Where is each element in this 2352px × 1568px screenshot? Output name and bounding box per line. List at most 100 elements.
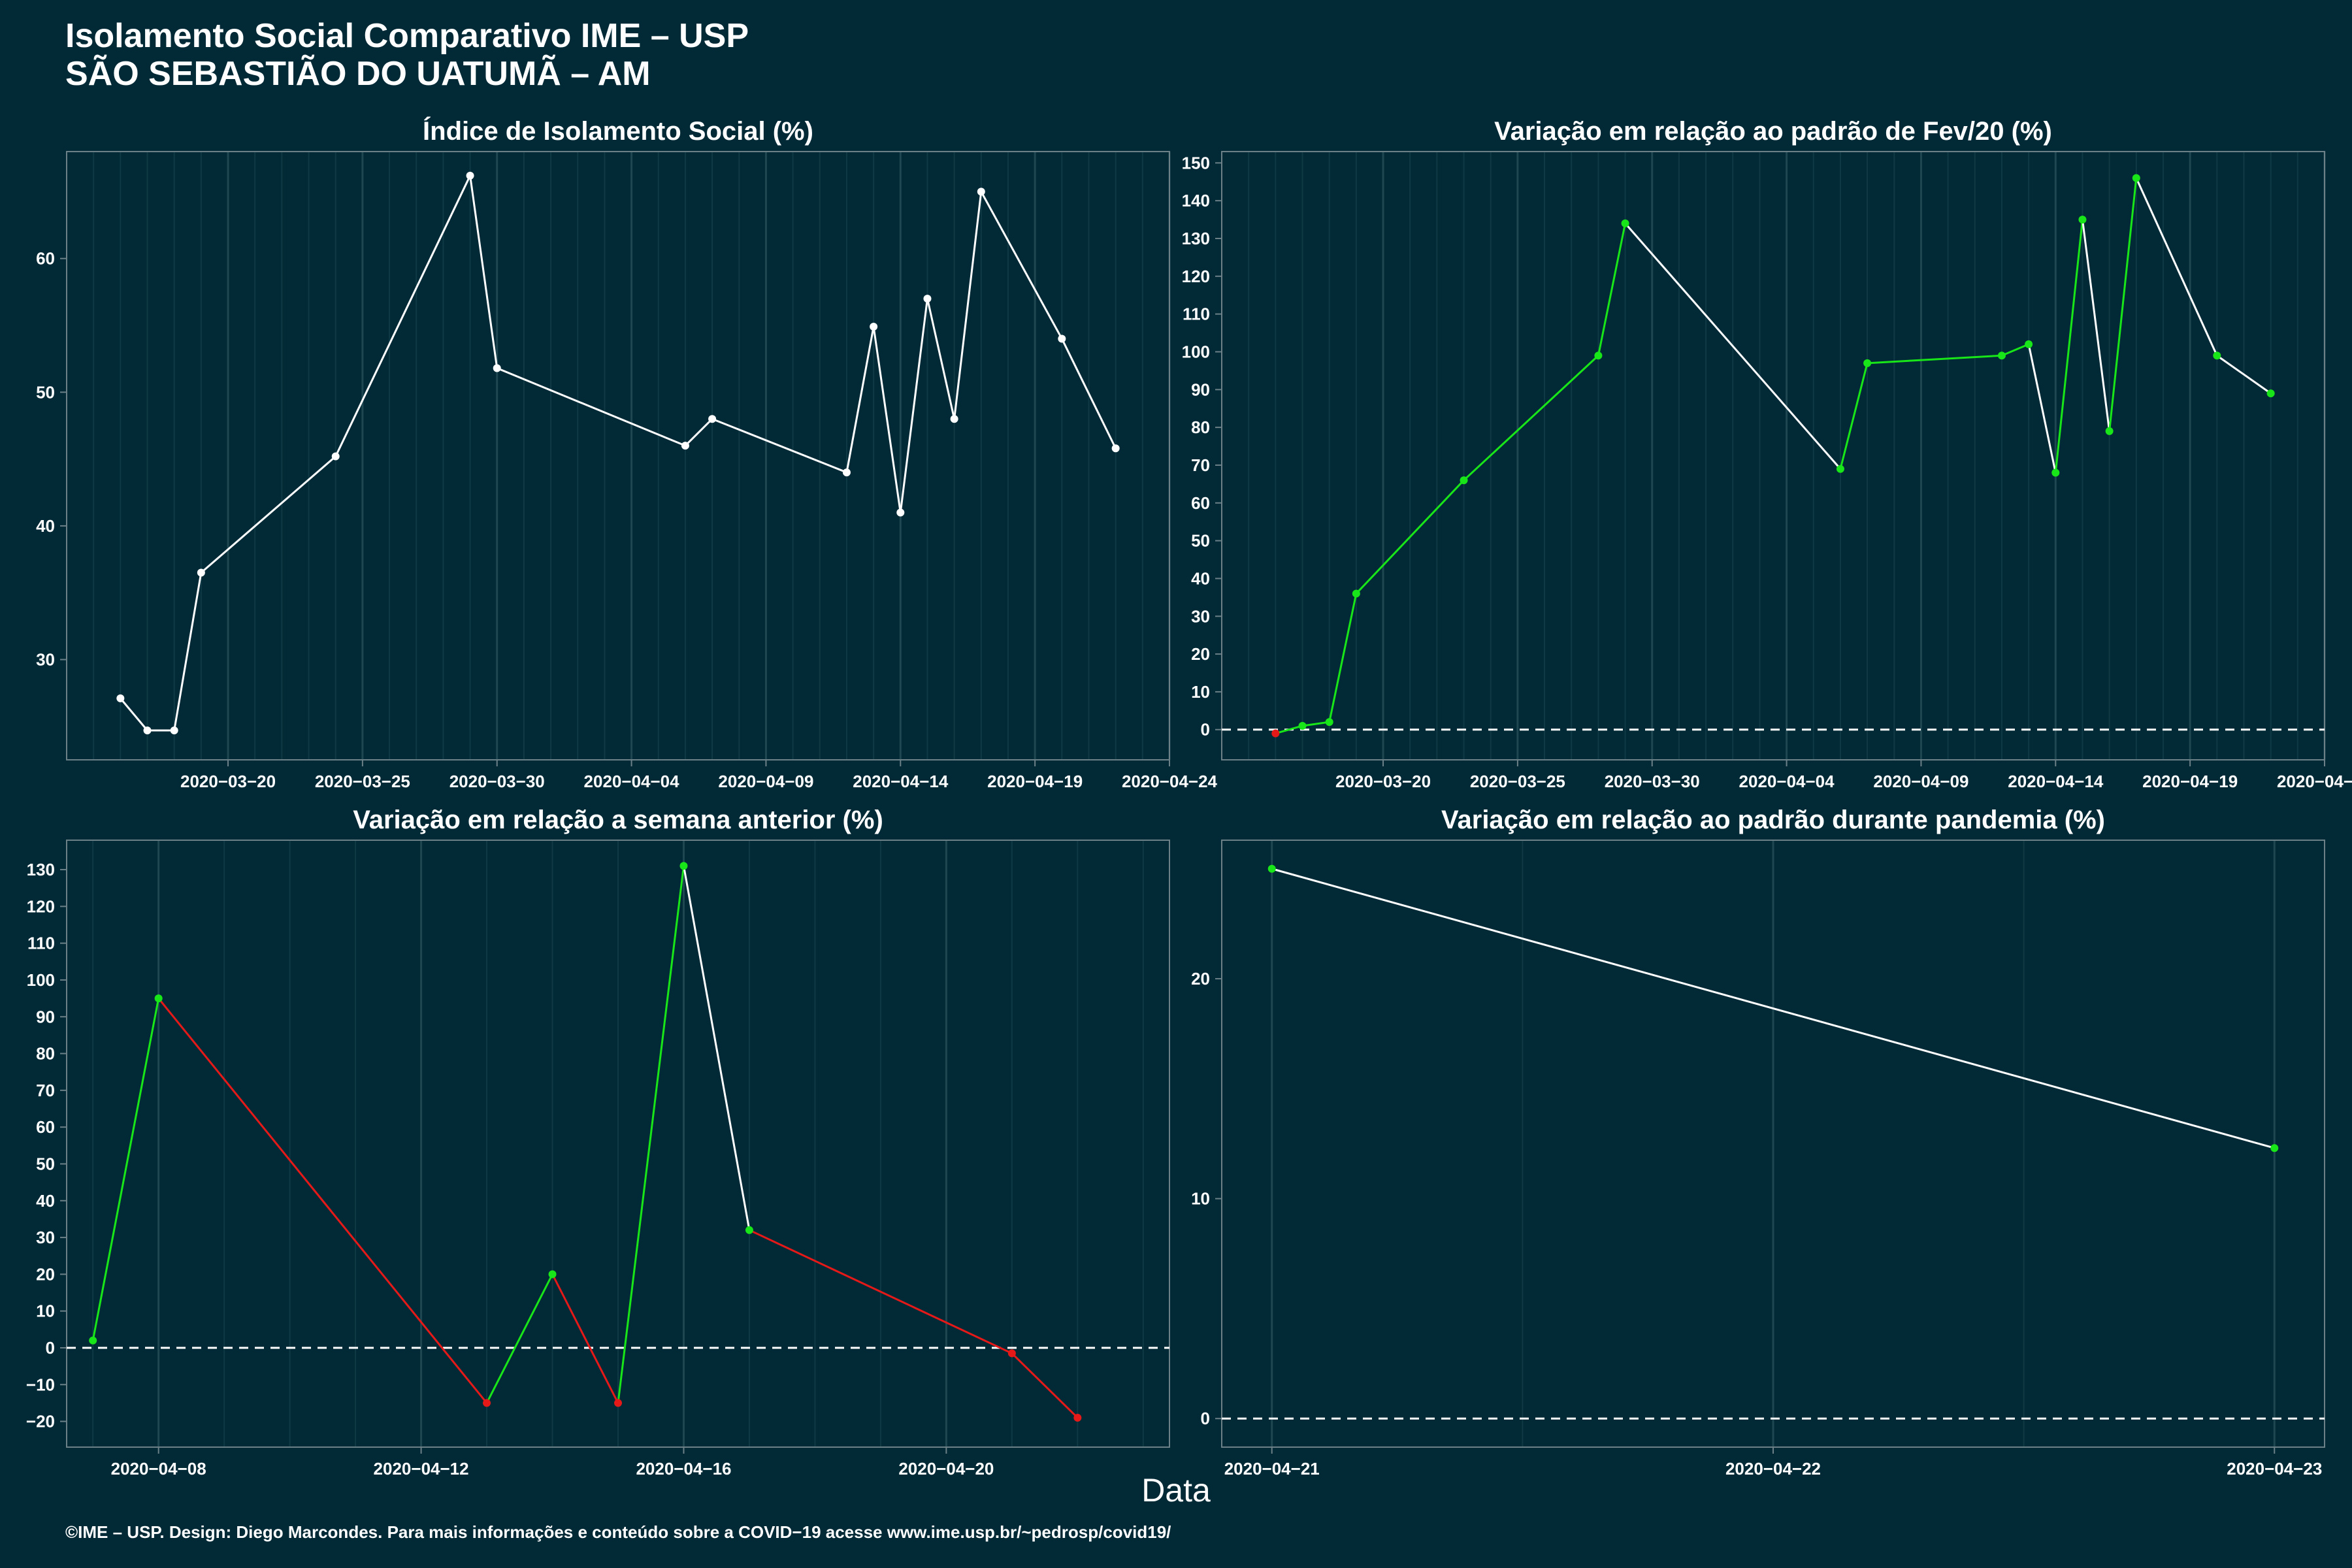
series-segment bbox=[684, 418, 713, 447]
series-segment bbox=[1355, 480, 1465, 595]
x-tick-label: 2020−03−30 bbox=[1605, 772, 1700, 791]
series-segment bbox=[872, 326, 902, 513]
y-tick-label: 60 bbox=[36, 249, 55, 269]
data-point bbox=[1111, 444, 1120, 453]
y-tick-label: 120 bbox=[27, 896, 55, 916]
y-tick-label: −20 bbox=[26, 1412, 55, 1431]
data-point bbox=[2078, 216, 2087, 224]
data-point bbox=[116, 694, 125, 702]
x-tick-label: 2020−04−16 bbox=[636, 1459, 731, 1478]
data-point bbox=[331, 452, 340, 461]
data-point bbox=[950, 415, 958, 423]
x-tick-label: 2020−04−24 bbox=[1122, 772, 1218, 791]
series-segment bbox=[2027, 344, 2057, 473]
data-point bbox=[197, 568, 205, 577]
series-segment bbox=[2216, 355, 2272, 395]
panel-title: Índice de Isolamento Social (%) bbox=[423, 116, 813, 146]
data-point bbox=[1271, 729, 1280, 738]
y-tick-label: 10 bbox=[36, 1301, 55, 1321]
y-tick-label: 10 bbox=[1191, 1189, 1210, 1209]
data-point bbox=[896, 508, 905, 517]
x-tick-label: 2020−03−25 bbox=[1470, 772, 1565, 791]
x-tick-label: 2020−04−12 bbox=[374, 1459, 469, 1478]
x-tick-label: 2020−04−22 bbox=[1725, 1459, 1821, 1478]
data-point bbox=[842, 468, 851, 477]
x-tick-label: 2020−04−14 bbox=[2008, 772, 2104, 791]
data-point bbox=[977, 188, 985, 196]
y-tick-label: 30 bbox=[1191, 606, 1210, 626]
y-tick-label: 0 bbox=[1201, 1409, 1210, 1428]
y-tick-label: 20 bbox=[1191, 644, 1210, 664]
data-point bbox=[1621, 219, 1629, 227]
y-tick-label: 60 bbox=[36, 1117, 55, 1137]
series-segment bbox=[91, 998, 160, 1341]
x-axis-label: Data bbox=[1141, 1472, 1211, 1509]
panel-frame bbox=[1221, 151, 2325, 760]
series-segment bbox=[1302, 721, 1330, 727]
y-tick-label: 50 bbox=[1191, 531, 1210, 551]
data-point bbox=[1460, 476, 1468, 485]
data-point bbox=[870, 323, 878, 331]
panel-title: Variação em relação ao padrão durante pa… bbox=[1441, 806, 2105, 834]
y-tick-label: 50 bbox=[36, 1154, 55, 1173]
data-point bbox=[1836, 465, 1844, 473]
y-tick-label: 80 bbox=[36, 1044, 55, 1064]
series-segment bbox=[157, 998, 488, 1404]
y-tick-label: 110 bbox=[1183, 304, 1210, 324]
y-tick-label: 40 bbox=[1191, 568, 1210, 588]
series-segment bbox=[1011, 1352, 1079, 1419]
x-tick-label: 2020−04−04 bbox=[584, 772, 680, 791]
x-tick-label: 2020−03−25 bbox=[315, 772, 410, 791]
series-segment bbox=[2054, 219, 2083, 473]
series-segment bbox=[980, 191, 1063, 340]
y-tick-label: 100 bbox=[27, 970, 55, 990]
panel-frame bbox=[66, 840, 1170, 1448]
x-tick-label: 2020−04−23 bbox=[2227, 1459, 2322, 1478]
footer-credits: ©IME – USP. Design: Diego Marcondes. Par… bbox=[65, 1522, 1171, 1542]
panel-frame bbox=[66, 151, 1170, 760]
series-segment bbox=[1624, 222, 1842, 470]
series-segment bbox=[2001, 343, 2029, 357]
data-point bbox=[466, 171, 474, 180]
x-tick-label: 2020−04−21 bbox=[1224, 1459, 1320, 1478]
data-point bbox=[679, 862, 688, 870]
data-point bbox=[1325, 718, 1333, 727]
series-segment bbox=[1867, 354, 2002, 365]
series-segment bbox=[617, 866, 685, 1403]
y-tick-label: −10 bbox=[26, 1375, 55, 1394]
y-tick-label: 130 bbox=[1182, 229, 1210, 248]
data-point bbox=[2051, 468, 2060, 477]
y-tick-label: 130 bbox=[27, 860, 55, 879]
series-segment bbox=[469, 175, 498, 368]
data-point bbox=[2270, 1144, 2279, 1152]
data-point bbox=[745, 1226, 753, 1234]
data-point bbox=[548, 1270, 557, 1279]
data-point bbox=[2266, 389, 2275, 398]
series-segment bbox=[1839, 363, 1869, 470]
x-tick-label: 2020−03−20 bbox=[180, 772, 276, 791]
data-point bbox=[1007, 1349, 1016, 1358]
x-tick-label: 2020−04−20 bbox=[898, 1459, 994, 1478]
x-tick-label: 2020−04−04 bbox=[1739, 772, 1835, 791]
x-tick-label: 2020−04−08 bbox=[111, 1459, 206, 1478]
series-segment bbox=[1597, 223, 1627, 356]
x-tick-label: 2020−04−24 bbox=[2277, 772, 2352, 791]
y-tick-label: 10 bbox=[1191, 682, 1210, 702]
y-tick-label: 70 bbox=[1191, 455, 1210, 475]
data-point bbox=[708, 415, 717, 423]
series-segment bbox=[2135, 177, 2218, 356]
y-tick-label: 20 bbox=[36, 1264, 55, 1284]
data-point bbox=[1997, 351, 2006, 360]
y-tick-label: 100 bbox=[1182, 342, 1210, 361]
title-line-2: SÃO SEBASTIÃO DO UATUMÃ – AM bbox=[65, 55, 651, 93]
series-segment bbox=[953, 191, 983, 419]
y-tick-label: 120 bbox=[1182, 267, 1210, 286]
y-tick-label: 30 bbox=[36, 1228, 55, 1247]
series-segment bbox=[899, 298, 928, 513]
y-tick-label: 150 bbox=[1182, 153, 1210, 172]
data-point bbox=[1863, 359, 1872, 367]
data-point bbox=[1058, 335, 1066, 343]
series-segment bbox=[485, 1273, 553, 1404]
x-tick-label: 2020−04−14 bbox=[853, 772, 949, 791]
